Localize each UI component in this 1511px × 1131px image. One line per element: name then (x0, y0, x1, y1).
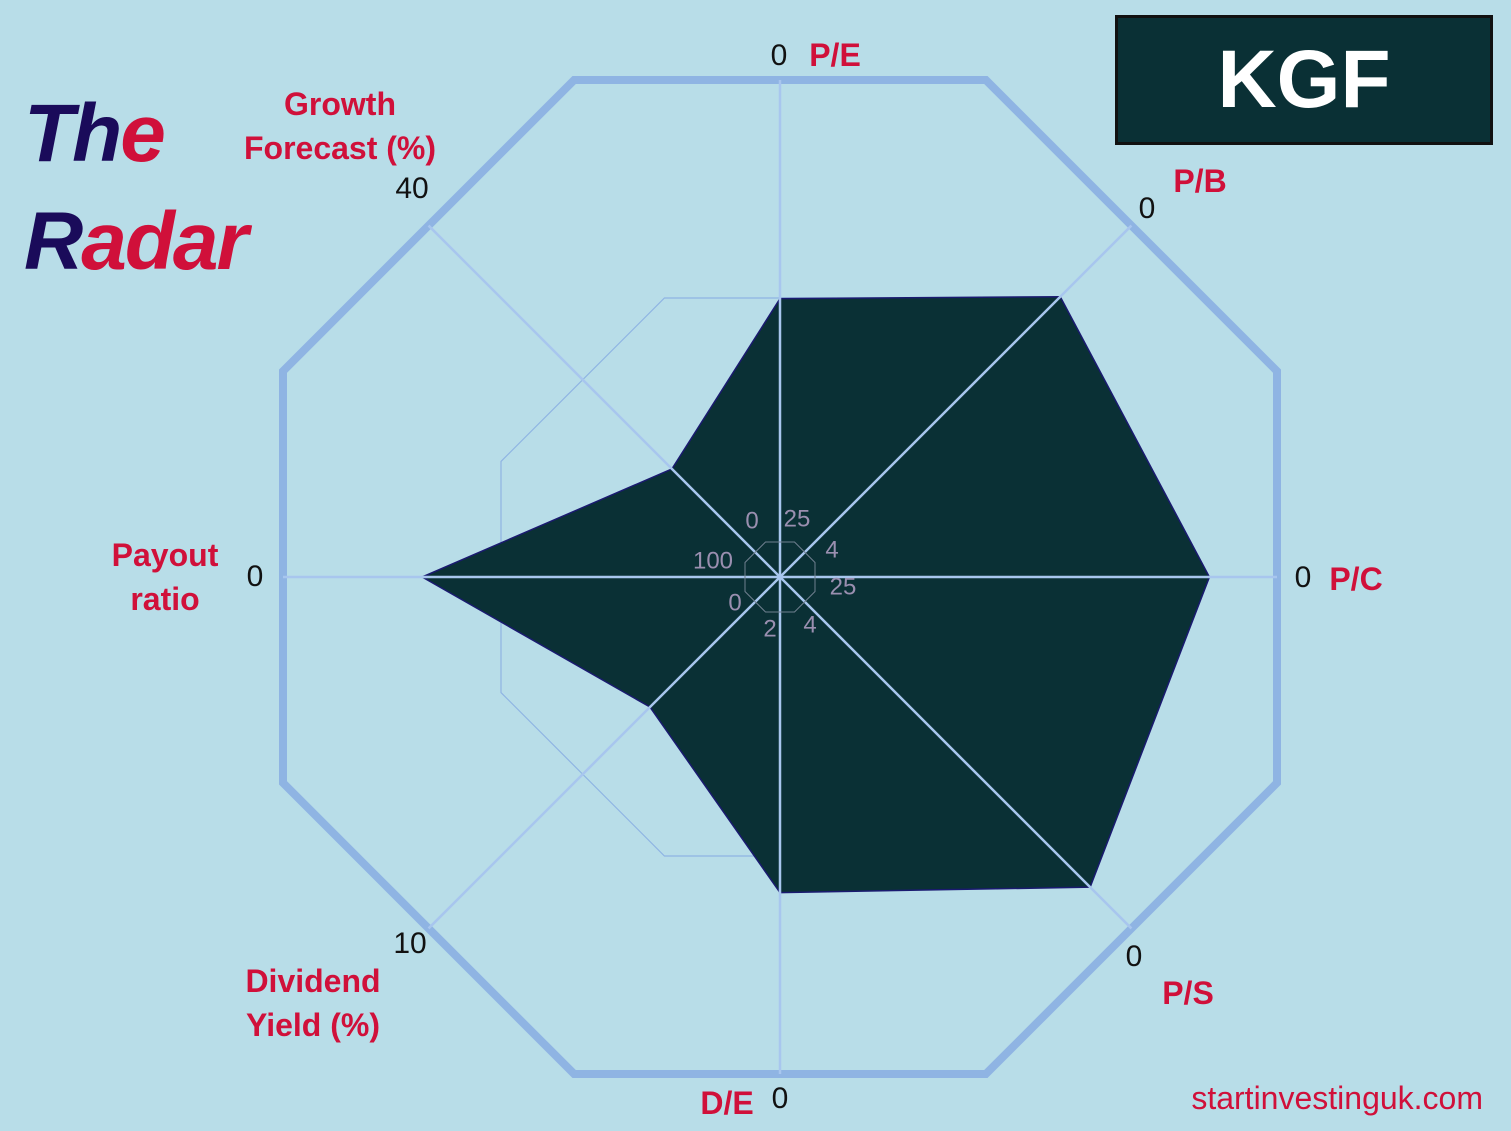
title-line: Radar (24, 188, 248, 296)
axis-outer-label: 10 (393, 927, 426, 960)
axis-name: P/E (809, 37, 861, 73)
axis-center-label: 100 (693, 547, 733, 574)
axis-name: P/C (1329, 561, 1383, 597)
title-part: R (24, 196, 83, 287)
axis-outer-label: 0 (1126, 940, 1143, 973)
axis-outer-label: 0 (771, 39, 788, 72)
axis-outer-label: 0 (772, 1082, 789, 1115)
axis-center-label: 2 (763, 615, 776, 642)
axis-outer-label: 0 (247, 560, 264, 593)
axis-center-label: 4 (803, 611, 816, 638)
axis-center-label: 25 (784, 505, 811, 532)
title-part: Th (24, 88, 122, 179)
title-part: e (120, 88, 166, 179)
outer-ring (279, 76, 1281, 1078)
title-line: The (24, 80, 246, 188)
axis-name: P/B (1173, 163, 1227, 199)
inner-ring (744, 541, 816, 613)
axis-name: D/E (700, 1085, 754, 1121)
title-part: adar (81, 196, 248, 287)
axis-name: Dividend Yield (%) (245, 963, 381, 1043)
axis-name: Growth Forecast (%) (243, 86, 437, 166)
axis-line (779, 576, 1133, 930)
axis-name: Payout ratio (111, 537, 219, 617)
axis-center-label: 4 (825, 536, 838, 563)
title: The Radar (24, 80, 248, 296)
axis-line (427, 224, 781, 578)
source: startinvestinguk.com (1191, 1080, 1483, 1116)
axis-outer-label: 40 (395, 172, 428, 205)
radar-area (420, 295, 1211, 894)
ticker: KGF (1115, 15, 1493, 145)
axis-center-label: 0 (745, 507, 758, 534)
axis-center-label: 25 (830, 573, 857, 600)
axis-name: P/S (1162, 975, 1214, 1011)
axis-outer-label: 0 (1139, 192, 1156, 225)
axis-line (427, 576, 781, 930)
axis-outer-label: 0 (1295, 561, 1312, 594)
axis-center-label: 0 (728, 589, 741, 616)
axis-line (779, 224, 1133, 578)
